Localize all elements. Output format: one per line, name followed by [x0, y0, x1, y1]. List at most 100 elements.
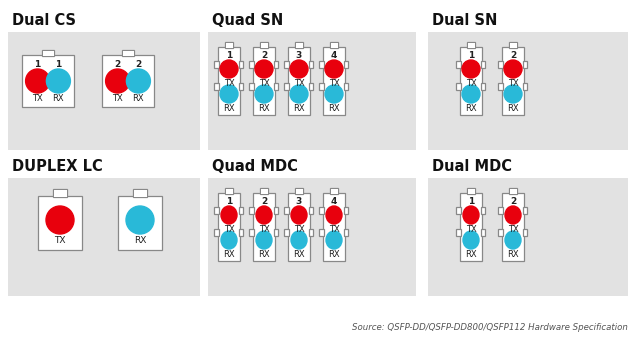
- Bar: [481, 61, 485, 68]
- Bar: [239, 61, 243, 68]
- Text: 1: 1: [226, 197, 232, 206]
- Circle shape: [46, 206, 74, 234]
- Bar: [498, 207, 503, 214]
- Text: 3: 3: [296, 197, 302, 206]
- Bar: [309, 207, 313, 214]
- Circle shape: [504, 60, 522, 78]
- Bar: [208, 178, 416, 296]
- Bar: [260, 42, 268, 48]
- Bar: [296, 42, 303, 48]
- Bar: [260, 188, 268, 193]
- Circle shape: [126, 206, 154, 234]
- Bar: [102, 55, 154, 107]
- Text: RX: RX: [465, 104, 477, 113]
- Bar: [309, 61, 313, 68]
- Bar: [498, 83, 503, 90]
- Text: 2: 2: [135, 60, 141, 69]
- Bar: [498, 229, 503, 236]
- Bar: [460, 47, 482, 115]
- Bar: [456, 61, 461, 68]
- Text: RX: RX: [507, 250, 519, 259]
- Bar: [54, 189, 67, 197]
- Text: 1: 1: [468, 197, 474, 206]
- Text: RX: RX: [465, 250, 477, 259]
- Circle shape: [504, 85, 522, 103]
- Text: 2: 2: [261, 197, 267, 206]
- Bar: [284, 83, 289, 90]
- Circle shape: [255, 85, 273, 103]
- Text: 2: 2: [261, 51, 267, 60]
- Circle shape: [127, 69, 150, 93]
- Ellipse shape: [463, 231, 479, 249]
- Ellipse shape: [326, 206, 342, 224]
- Text: 1: 1: [55, 60, 61, 69]
- Text: RX: RX: [258, 250, 270, 259]
- Bar: [253, 193, 275, 261]
- Bar: [319, 229, 324, 236]
- Bar: [467, 188, 475, 194]
- Ellipse shape: [326, 231, 342, 249]
- Bar: [214, 61, 219, 68]
- Ellipse shape: [463, 206, 479, 224]
- Ellipse shape: [256, 231, 272, 249]
- Text: TX: TX: [466, 225, 476, 234]
- Bar: [295, 42, 303, 48]
- Bar: [502, 193, 524, 261]
- Ellipse shape: [505, 206, 521, 224]
- Bar: [509, 188, 517, 194]
- Text: TX: TX: [112, 94, 123, 103]
- Bar: [456, 83, 461, 90]
- Bar: [509, 188, 516, 193]
- Text: 2: 2: [510, 197, 516, 206]
- Circle shape: [462, 85, 480, 103]
- Bar: [428, 32, 628, 150]
- Bar: [523, 83, 527, 90]
- Bar: [8, 178, 200, 296]
- Bar: [523, 229, 527, 236]
- Bar: [253, 47, 275, 115]
- Ellipse shape: [221, 231, 237, 249]
- Bar: [481, 83, 485, 90]
- Text: 2: 2: [115, 60, 121, 69]
- Text: RX: RX: [328, 250, 340, 259]
- Bar: [456, 229, 461, 236]
- Text: RX: RX: [132, 94, 144, 103]
- Bar: [309, 229, 313, 236]
- Bar: [239, 207, 243, 214]
- Bar: [122, 51, 134, 55]
- Circle shape: [106, 69, 129, 93]
- Bar: [288, 193, 310, 261]
- Text: 2: 2: [510, 51, 516, 60]
- Bar: [42, 51, 54, 55]
- Text: RX: RX: [293, 104, 305, 113]
- Bar: [523, 61, 527, 68]
- Bar: [284, 229, 289, 236]
- Bar: [481, 229, 485, 236]
- Text: TX: TX: [259, 225, 269, 234]
- Text: TX: TX: [54, 236, 66, 245]
- Bar: [274, 83, 278, 90]
- Bar: [38, 196, 82, 250]
- Bar: [214, 207, 219, 214]
- Bar: [428, 178, 628, 296]
- Bar: [214, 83, 219, 90]
- Bar: [323, 47, 345, 115]
- Text: Dual CS: Dual CS: [12, 13, 76, 28]
- Bar: [467, 188, 474, 193]
- Bar: [260, 42, 268, 48]
- Ellipse shape: [505, 231, 521, 249]
- Bar: [319, 61, 324, 68]
- Bar: [284, 207, 289, 214]
- Text: 3: 3: [296, 51, 302, 60]
- Text: Dual SN: Dual SN: [432, 13, 497, 28]
- Bar: [225, 188, 233, 194]
- Text: TX: TX: [32, 94, 43, 103]
- Text: RX: RX: [223, 250, 235, 259]
- Bar: [344, 207, 348, 214]
- Bar: [460, 193, 482, 261]
- Bar: [274, 61, 278, 68]
- Ellipse shape: [291, 206, 307, 224]
- Text: DUPLEX LC: DUPLEX LC: [12, 159, 103, 174]
- Circle shape: [290, 85, 308, 103]
- Bar: [323, 193, 345, 261]
